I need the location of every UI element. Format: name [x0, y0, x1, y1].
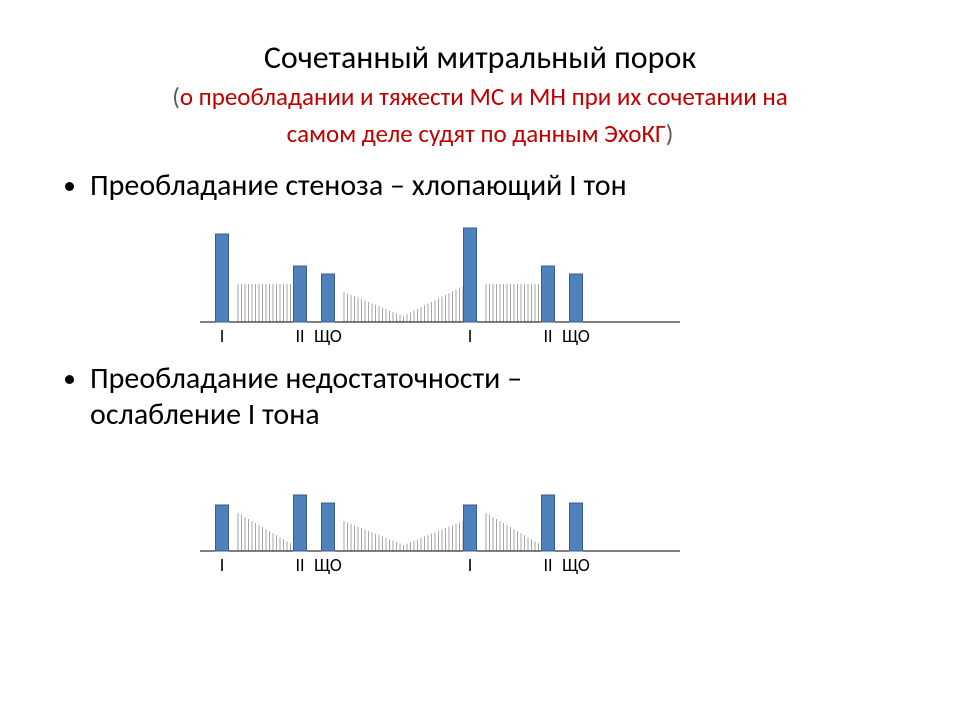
- svg-text:ЩО: ЩО: [562, 325, 590, 347]
- bullet-list: Преобладание стеноза – хлопающий I тон: [90, 168, 900, 204]
- bullet-list-2: Преобладание недостаточности – ослаблени…: [90, 361, 900, 433]
- phonocardiogram-insufficiency: IIIЩОIIIЩО: [180, 441, 900, 576]
- slide-title: Сочетанный митральный порок (о преоблада…: [60, 40, 900, 150]
- svg-text:I: I: [468, 325, 473, 347]
- phonocardiogram-stenosis: IIIЩОIIIЩО: [180, 212, 900, 347]
- chart-insufficiency-svg: IIIЩОIIIЩО: [180, 441, 700, 576]
- slide: Сочетанный митральный порок (о преоблада…: [0, 0, 960, 720]
- bullet-2-line-a: Преобладание недостаточности –: [90, 360, 522, 397]
- title-line1: Сочетанный митральный порок: [264, 38, 696, 77]
- svg-text:ЩО: ЩО: [314, 325, 342, 347]
- bullet-1: Преобладание стеноза – хлопающий I тон: [90, 168, 900, 204]
- svg-text:II: II: [295, 554, 304, 576]
- svg-text:II: II: [295, 325, 304, 347]
- title-paren-open: (: [172, 81, 180, 112]
- chart-stenosis-svg: IIIЩОIIIЩО: [180, 212, 700, 347]
- bullet-2-line-b: ослабление I тона: [90, 396, 320, 433]
- svg-text:II: II: [543, 325, 552, 347]
- title-line2: о преобладании и тяжести МС и МН при их …: [180, 81, 788, 112]
- bullet-2: Преобладание недостаточности – ослаблени…: [90, 361, 900, 433]
- svg-text:II: II: [543, 554, 552, 576]
- svg-text:ЩО: ЩО: [314, 554, 342, 576]
- title-line3: самом деле судят по данным ЭхоКГ: [287, 118, 666, 149]
- svg-text:I: I: [220, 325, 225, 347]
- title-paren-close: ): [666, 118, 674, 149]
- svg-text:I: I: [220, 554, 225, 576]
- svg-text:ЩО: ЩО: [562, 554, 590, 576]
- svg-text:I: I: [468, 554, 473, 576]
